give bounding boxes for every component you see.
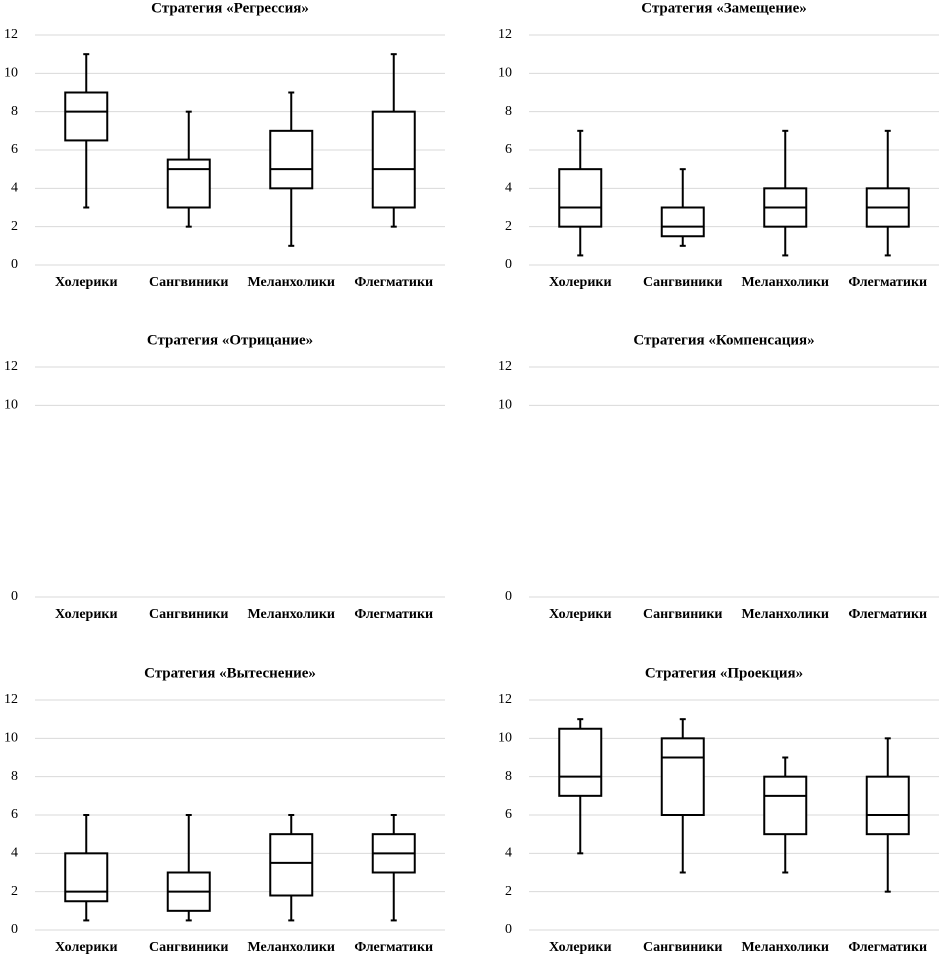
x-tick-label: Холерики <box>55 275 118 290</box>
box <box>166 158 211 209</box>
x-tick-label: Холерики <box>549 607 612 622</box>
y-tick-label: 4 <box>505 181 512 196</box>
y-tick-label: 12 <box>4 359 18 374</box>
box <box>558 727 603 797</box>
y-tick-label: 8 <box>505 769 512 784</box>
x-tick-label: Меланхолики <box>742 607 830 622</box>
y-tick-label: 10 <box>498 66 512 81</box>
x-tick-label: Сангвиники <box>149 275 228 290</box>
y-tick-label: 0 <box>11 257 18 272</box>
y-tick-label: 4 <box>11 846 18 861</box>
y-tick-label: 12 <box>498 692 512 707</box>
chart-title: Стратегия «Вытеснение» <box>144 665 316 681</box>
x-tick-label: Сангвиники <box>643 275 722 290</box>
x-tick-label: Холерики <box>549 275 612 290</box>
y-tick-label: 10 <box>4 66 18 81</box>
x-tick-label: Холерики <box>55 940 118 955</box>
y-tick-label: 8 <box>505 104 512 119</box>
x-tick-label: Сангвиники <box>149 607 228 622</box>
box <box>763 775 808 836</box>
box <box>64 91 109 142</box>
x-tick-label: Флегматики <box>848 607 927 622</box>
x-tick-label: Сангвиники <box>643 940 722 955</box>
x-tick-label: Сангвиники <box>643 607 722 622</box>
y-tick-label: 6 <box>11 142 18 157</box>
x-tick-label: Флегматики <box>848 275 927 290</box>
y-tick-label: 0 <box>505 922 512 937</box>
box <box>558 168 603 228</box>
box <box>660 206 705 238</box>
box <box>371 110 416 209</box>
y-tick-label: 0 <box>505 589 512 604</box>
y-tick-label: 10 <box>4 398 18 413</box>
y-tick-label: 10 <box>498 731 512 746</box>
x-tick-label: Меланхолики <box>248 275 336 290</box>
x-tick-label: Флегматики <box>354 607 433 622</box>
y-tick-label: 8 <box>11 769 18 784</box>
box <box>269 129 314 190</box>
x-tick-label: Меланхолики <box>742 940 830 955</box>
x-tick-label: Флегматики <box>354 275 433 290</box>
y-tick-label: 2 <box>11 884 18 899</box>
y-tick-label: 4 <box>11 181 18 196</box>
y-tick-label: 10 <box>4 731 18 746</box>
y-tick-label: 2 <box>11 219 18 234</box>
x-tick-label: Флегматики <box>848 940 927 955</box>
y-tick-label: 10 <box>498 398 512 413</box>
y-tick-label: 2 <box>505 884 512 899</box>
y-tick-label: 0 <box>11 589 18 604</box>
x-tick-label: Холерики <box>55 607 118 622</box>
x-tick-label: Сангвиники <box>149 940 228 955</box>
y-tick-label: 6 <box>505 142 512 157</box>
y-tick-label: 12 <box>4 27 18 42</box>
y-tick-label: 0 <box>505 257 512 272</box>
y-tick-label: 0 <box>11 922 18 937</box>
box <box>660 737 705 816</box>
chart-title: Стратегия «Проекция» <box>645 665 803 681</box>
chart-title: Стратегия «Замещение» <box>641 0 807 16</box>
x-tick-label: Меланхолики <box>248 940 336 955</box>
chart-title: Стратегия «Регрессия» <box>151 0 309 16</box>
box <box>865 775 910 836</box>
x-tick-label: Меланхолики <box>248 607 336 622</box>
y-tick-label: 6 <box>505 807 512 822</box>
box <box>64 852 109 903</box>
y-tick-label: 6 <box>11 807 18 822</box>
x-tick-label: Флегматики <box>354 940 433 955</box>
chart-title: Стратегия «Отрицание» <box>147 332 313 348</box>
x-tick-label: Меланхолики <box>742 275 830 290</box>
y-tick-label: 4 <box>505 846 512 861</box>
y-tick-label: 12 <box>498 359 512 374</box>
chart-title: Стратегия «Компенсация» <box>633 332 814 348</box>
box <box>269 833 314 897</box>
y-tick-label: 2 <box>505 219 512 234</box>
x-tick-label: Холерики <box>549 940 612 955</box>
y-tick-label: 8 <box>11 104 18 119</box>
y-tick-label: 12 <box>4 692 18 707</box>
y-tick-label: 12 <box>498 27 512 42</box>
